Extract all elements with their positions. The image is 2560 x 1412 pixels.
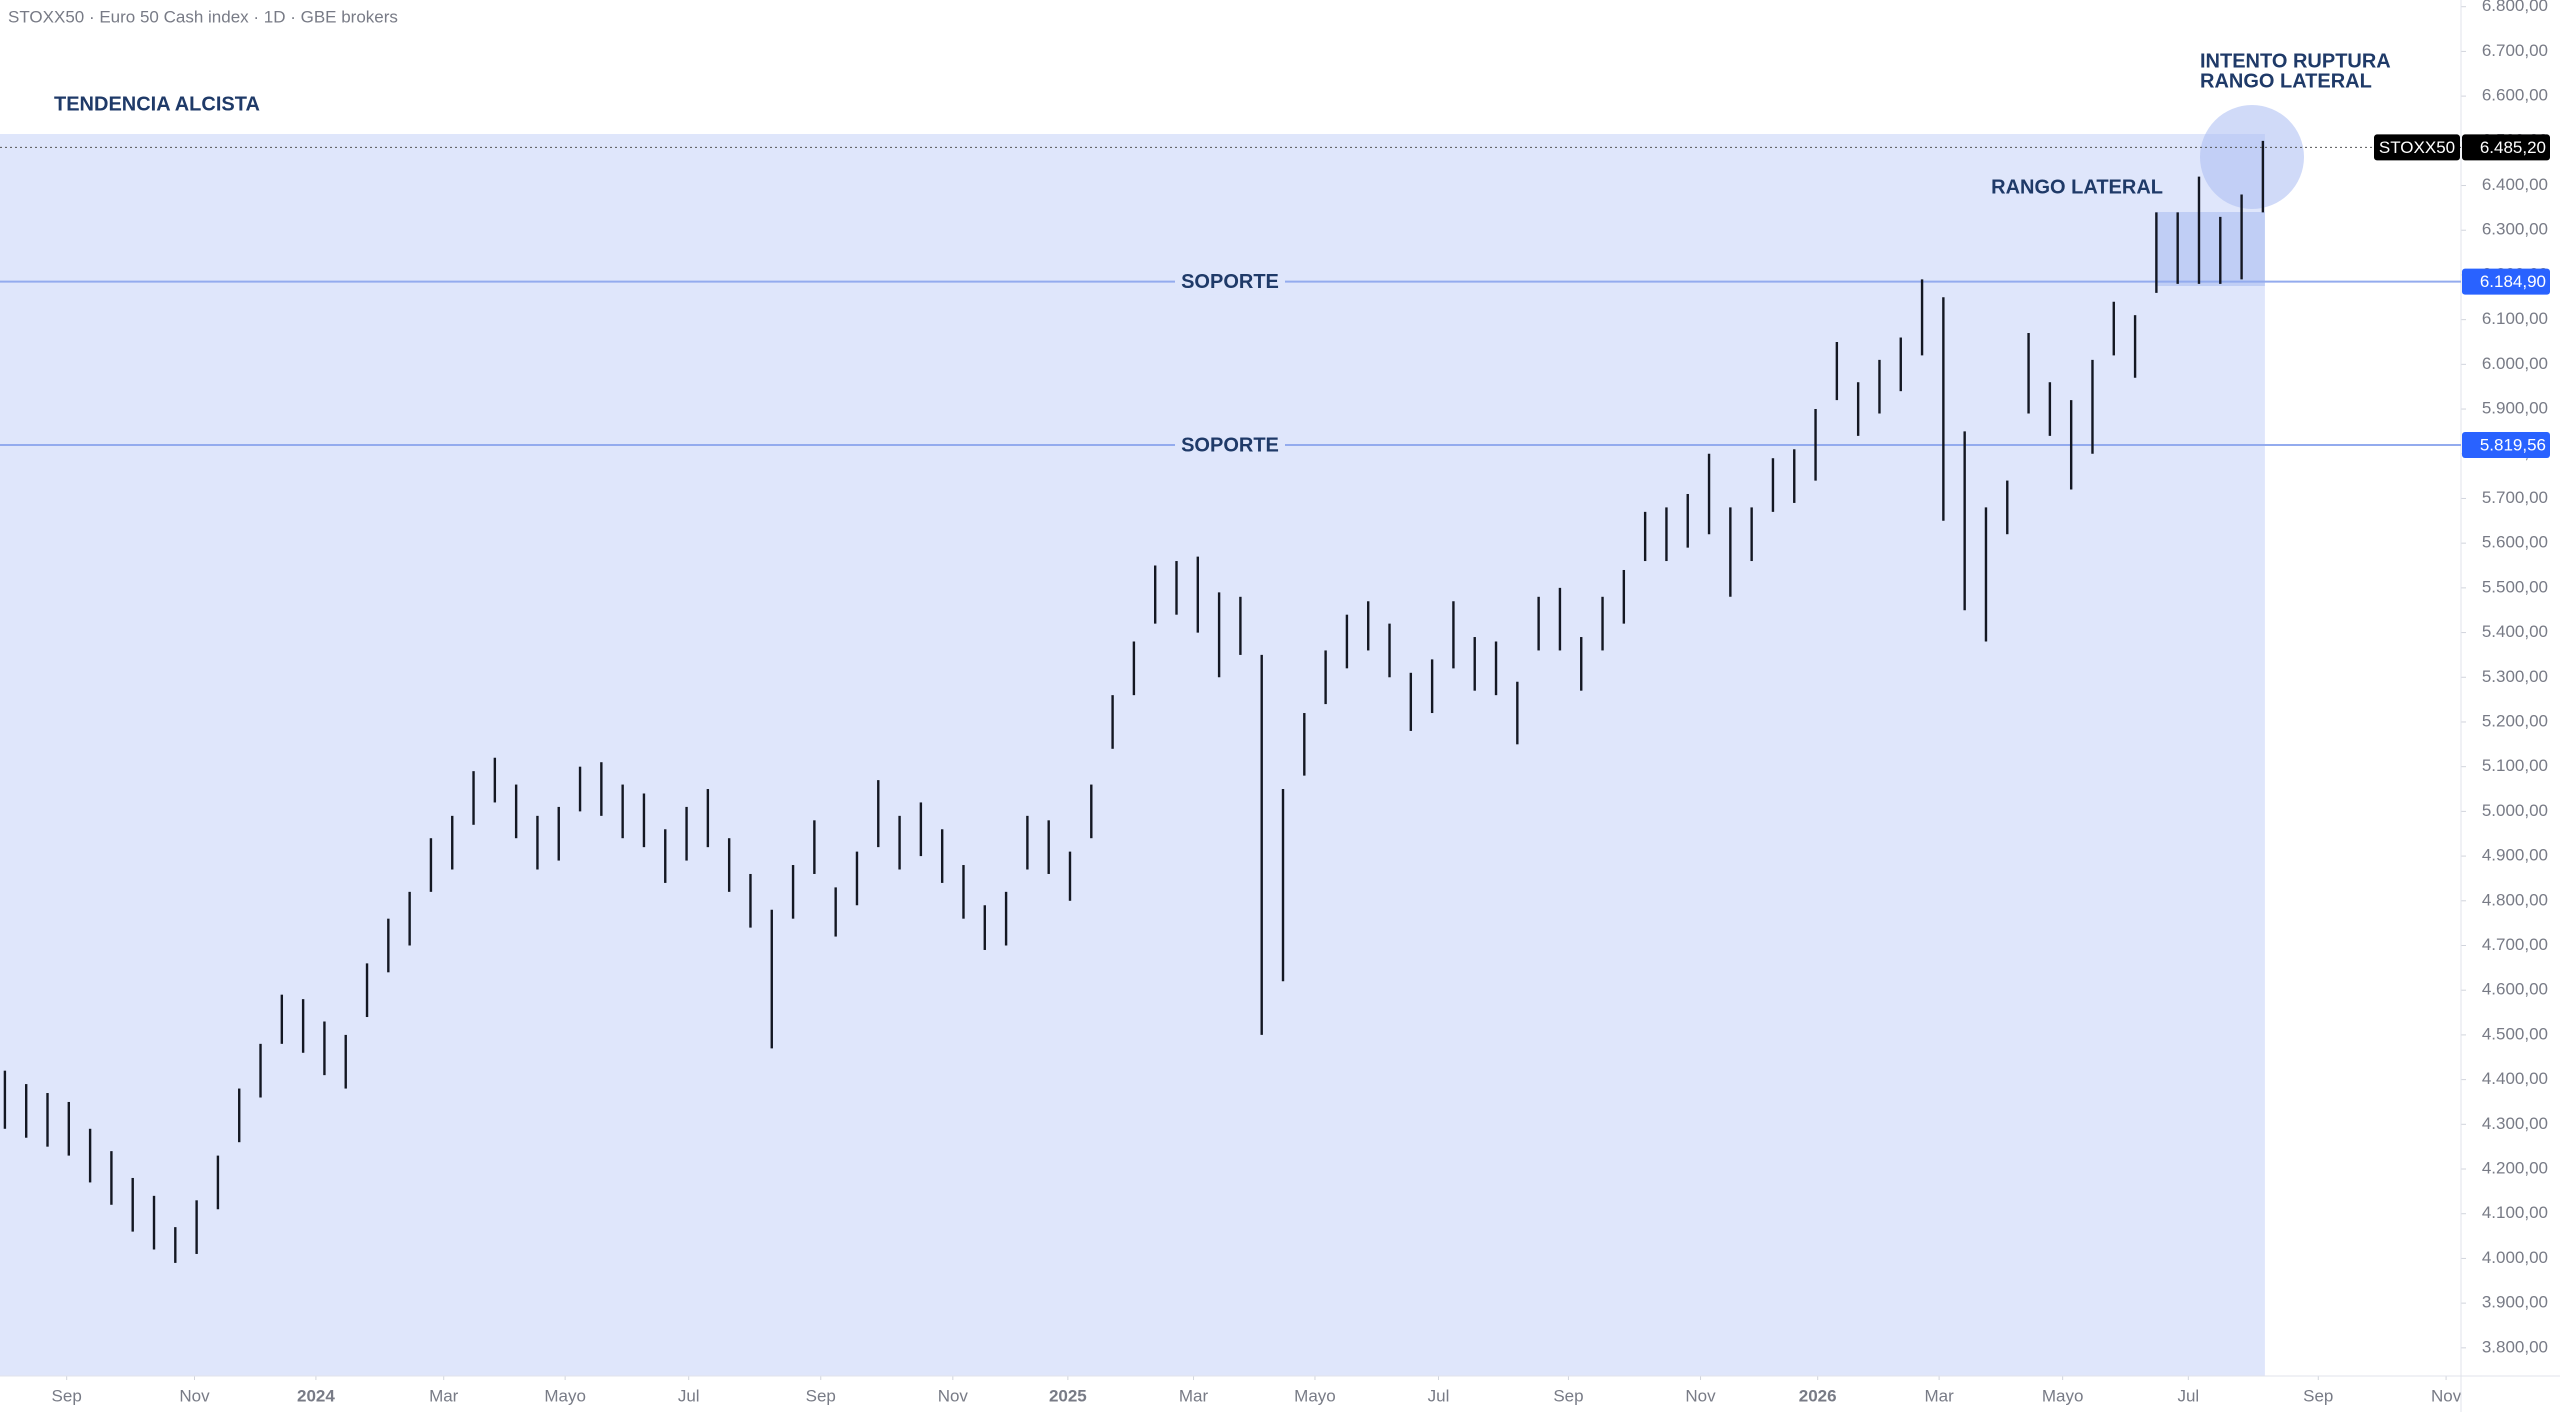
y-tick-label: 5.000,00 <box>2482 801 2548 820</box>
price-tag <box>2462 432 2550 459</box>
y-tick-label: 5.100,00 <box>2482 756 2548 775</box>
x-tick-label: Mar <box>429 1386 459 1405</box>
y-tick-label: 4.200,00 <box>2482 1159 2548 1178</box>
y-tick-label: 4.700,00 <box>2482 935 2548 954</box>
y-tick-label: 6.400,00 <box>2482 175 2548 194</box>
x-tick-label: Nov <box>1685 1386 1716 1405</box>
y-tick-label: 4.600,00 <box>2482 980 2548 999</box>
x-tick-label: Sep <box>1553 1386 1583 1405</box>
price-tag <box>2462 268 2550 295</box>
symbol-tag <box>2374 134 2460 161</box>
annotation: TENDENCIA ALCISTA <box>54 93 260 115</box>
price-tag <box>2462 134 2550 161</box>
y-tick-label: 4.000,00 <box>2482 1248 2548 1267</box>
y-tick-label: 6.600,00 <box>2482 86 2548 105</box>
y-tick-label: 4.900,00 <box>2482 846 2548 865</box>
x-tick-label: Mar <box>1924 1386 1954 1405</box>
y-tick-label: 5.500,00 <box>2482 577 2548 596</box>
x-tick-label: Sep <box>52 1386 82 1405</box>
annotation: INTENTO RUPTURA <box>2200 50 2391 72</box>
y-tick-label: 5.400,00 <box>2482 622 2548 641</box>
support-label-bg <box>1175 268 1285 295</box>
y-tick-label: 5.200,00 <box>2482 711 2548 730</box>
y-tick-label: 4.800,00 <box>2482 890 2548 909</box>
y-tick-label: 4.300,00 <box>2482 1114 2548 1133</box>
range-box <box>2155 212 2265 286</box>
y-tick-label: 4.100,00 <box>2482 1203 2548 1222</box>
y-tick-label: 6.100,00 <box>2482 309 2548 328</box>
x-tick-label: 2024 <box>297 1386 335 1405</box>
annotation: RANGO LATERAL <box>1991 176 2163 198</box>
y-tick-label: 5.900,00 <box>2482 399 2548 418</box>
y-tick-label: 6.300,00 <box>2482 220 2548 239</box>
x-tick-label: Jul <box>678 1386 700 1405</box>
symbol-tag-label: STOXX50 <box>2379 138 2455 157</box>
x-tick-label: 2026 <box>1799 1386 1837 1405</box>
support-label-bg <box>1175 432 1285 459</box>
x-tick-label: Nov <box>2431 1386 2462 1405</box>
price-tag-label: 6.184,90 <box>2480 272 2546 291</box>
y-tick-label: 3.900,00 <box>2482 1293 2548 1312</box>
y-tick-label: 6.800,00 <box>2482 0 2548 15</box>
chart-title: STOXX50 · Euro 50 Cash index · 1D · GBE … <box>8 7 398 26</box>
x-tick-label: Nov <box>179 1386 210 1405</box>
y-tick-label: 6.700,00 <box>2482 41 2548 60</box>
price-tag-label: 6.485,20 <box>2480 138 2546 157</box>
y-tick-label: 5.700,00 <box>2482 488 2548 507</box>
y-tick-label: 4.500,00 <box>2482 1024 2548 1043</box>
x-tick-label: Mayo <box>1294 1386 1336 1405</box>
x-tick-label: Mayo <box>2042 1386 2084 1405</box>
x-tick-label: Nov <box>938 1386 969 1405</box>
x-tick-label: Mar <box>1179 1386 1209 1405</box>
x-tick-label: Mayo <box>544 1386 586 1405</box>
x-tick-label: Jul <box>2177 1386 2199 1405</box>
x-tick-label: Sep <box>2303 1386 2333 1405</box>
y-tick-label: 4.400,00 <box>2482 1069 2548 1088</box>
price-tag-label: 5.819,56 <box>2480 435 2546 454</box>
y-tick-label: 3.800,00 <box>2482 1337 2548 1356</box>
y-tick-label: 5.600,00 <box>2482 533 2548 552</box>
annotation: RANGO LATERAL <box>2200 70 2372 92</box>
trend-zone <box>0 134 2265 1376</box>
y-tick-label: 5.300,00 <box>2482 667 2548 686</box>
breakout-circle <box>2200 105 2304 209</box>
support-label: SOPORTE <box>1181 434 1279 456</box>
support-label: SOPORTE <box>1181 271 1279 293</box>
y-tick-label: 6.000,00 <box>2482 354 2548 373</box>
x-tick-label: Jul <box>1428 1386 1450 1405</box>
x-tick-label: 2025 <box>1049 1386 1087 1405</box>
x-tick-label: Sep <box>806 1386 836 1405</box>
